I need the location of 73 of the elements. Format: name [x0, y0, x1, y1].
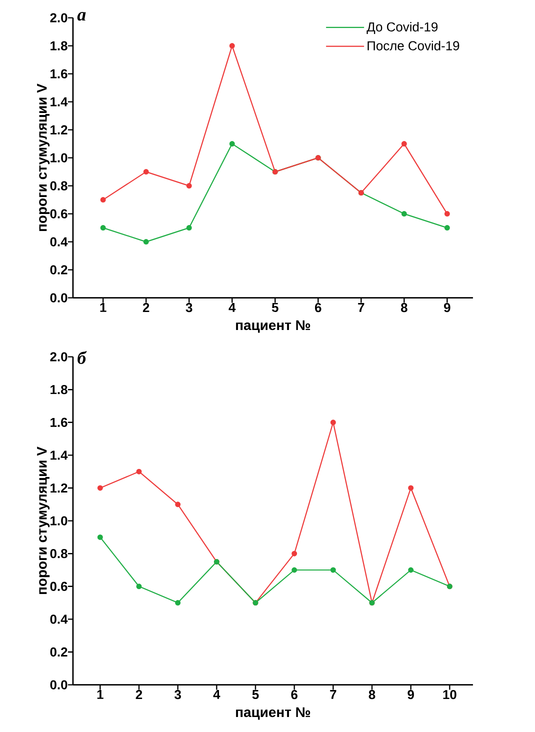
y-tick-label: 0.4	[50, 614, 68, 624]
point	[143, 239, 149, 245]
x-tick-label: 10	[443, 690, 456, 700]
point	[444, 225, 450, 231]
y-tick-label: 0.4	[50, 237, 68, 246]
y-axis-title: пороги стумуляции V	[37, 84, 50, 232]
x-tick-label: 9	[444, 302, 450, 312]
y-tick-label: 1.6	[50, 418, 68, 427]
y-tick-label: 2.0	[50, 13, 68, 22]
point	[229, 43, 235, 49]
x-tick-label: 9	[408, 690, 414, 700]
x-tick-label: 5	[252, 690, 259, 700]
point	[100, 225, 106, 231]
y-tick-label: 1.4	[50, 450, 68, 460]
y-tick-label: 0.2	[50, 647, 68, 657]
point	[100, 197, 106, 203]
y-tick-label: 0.8	[50, 549, 68, 558]
point	[97, 534, 103, 540]
x-tick-label: 6	[315, 302, 322, 312]
chart-title: б	[78, 351, 87, 364]
x-tick-label: 4	[228, 303, 236, 312]
point	[408, 485, 414, 491]
x-axis-title: пациент №	[236, 707, 310, 720]
point	[136, 468, 142, 474]
y-tick-label: 1.8	[50, 41, 68, 50]
point	[444, 211, 450, 217]
x-tick-label: 4	[213, 690, 220, 699]
y-tick-label: 1.0	[50, 516, 68, 526]
y-tick-label: 1.4	[50, 97, 68, 106]
x-tick-label: 8	[368, 690, 376, 700]
y-tick-label: 1.8	[50, 385, 68, 394]
point	[136, 584, 142, 590]
y-tick-label: 0.0	[50, 680, 68, 690]
point	[292, 567, 298, 573]
x-tick-label: 5	[272, 303, 278, 312]
point	[292, 550, 298, 556]
y-tick-label: 0.8	[50, 181, 68, 190]
y-tick-label: 1.2	[50, 483, 68, 493]
point	[186, 225, 192, 231]
x-axis-title: пациент №	[236, 320, 310, 333]
point	[408, 567, 414, 573]
point	[175, 502, 181, 508]
y-tick-label: 2.0	[50, 352, 68, 362]
point	[401, 141, 407, 147]
y-tick-label: 0.6	[50, 209, 68, 218]
x-tick-label: 7	[330, 690, 336, 699]
point	[330, 567, 336, 573]
x-tick-label: 1	[100, 303, 106, 312]
chart-title: а	[77, 12, 86, 21]
y-tick-label: 1.6	[50, 69, 68, 78]
x-tick-label: 6	[291, 690, 298, 700]
point	[186, 183, 192, 189]
legend-label: После Covid-19	[368, 40, 460, 50]
x-tick-label: 2	[136, 690, 142, 700]
x-tick-label: 2	[142, 302, 150, 312]
x-tick-label: 7	[358, 303, 364, 312]
point	[401, 211, 407, 217]
point	[229, 141, 235, 147]
y-axis-title: пороги стумуляции V	[37, 446, 50, 594]
legend-label: До Covid-19	[366, 22, 438, 34]
point	[97, 485, 103, 491]
point	[330, 420, 336, 426]
x-tick-label: 3	[186, 302, 192, 312]
x-tick-label: 8	[400, 302, 408, 312]
y-tick-label: 1.2	[50, 125, 68, 134]
point	[175, 600, 181, 606]
point	[143, 169, 149, 175]
y-tick-label: 1.0	[50, 153, 68, 162]
y-tick-label: 0.2	[50, 265, 68, 274]
y-tick-label: 0.6	[50, 582, 68, 591]
y-tick-label: 0.0	[50, 293, 68, 302]
x-tick-label: 1	[97, 690, 104, 699]
x-tick-label: 3	[174, 690, 181, 700]
